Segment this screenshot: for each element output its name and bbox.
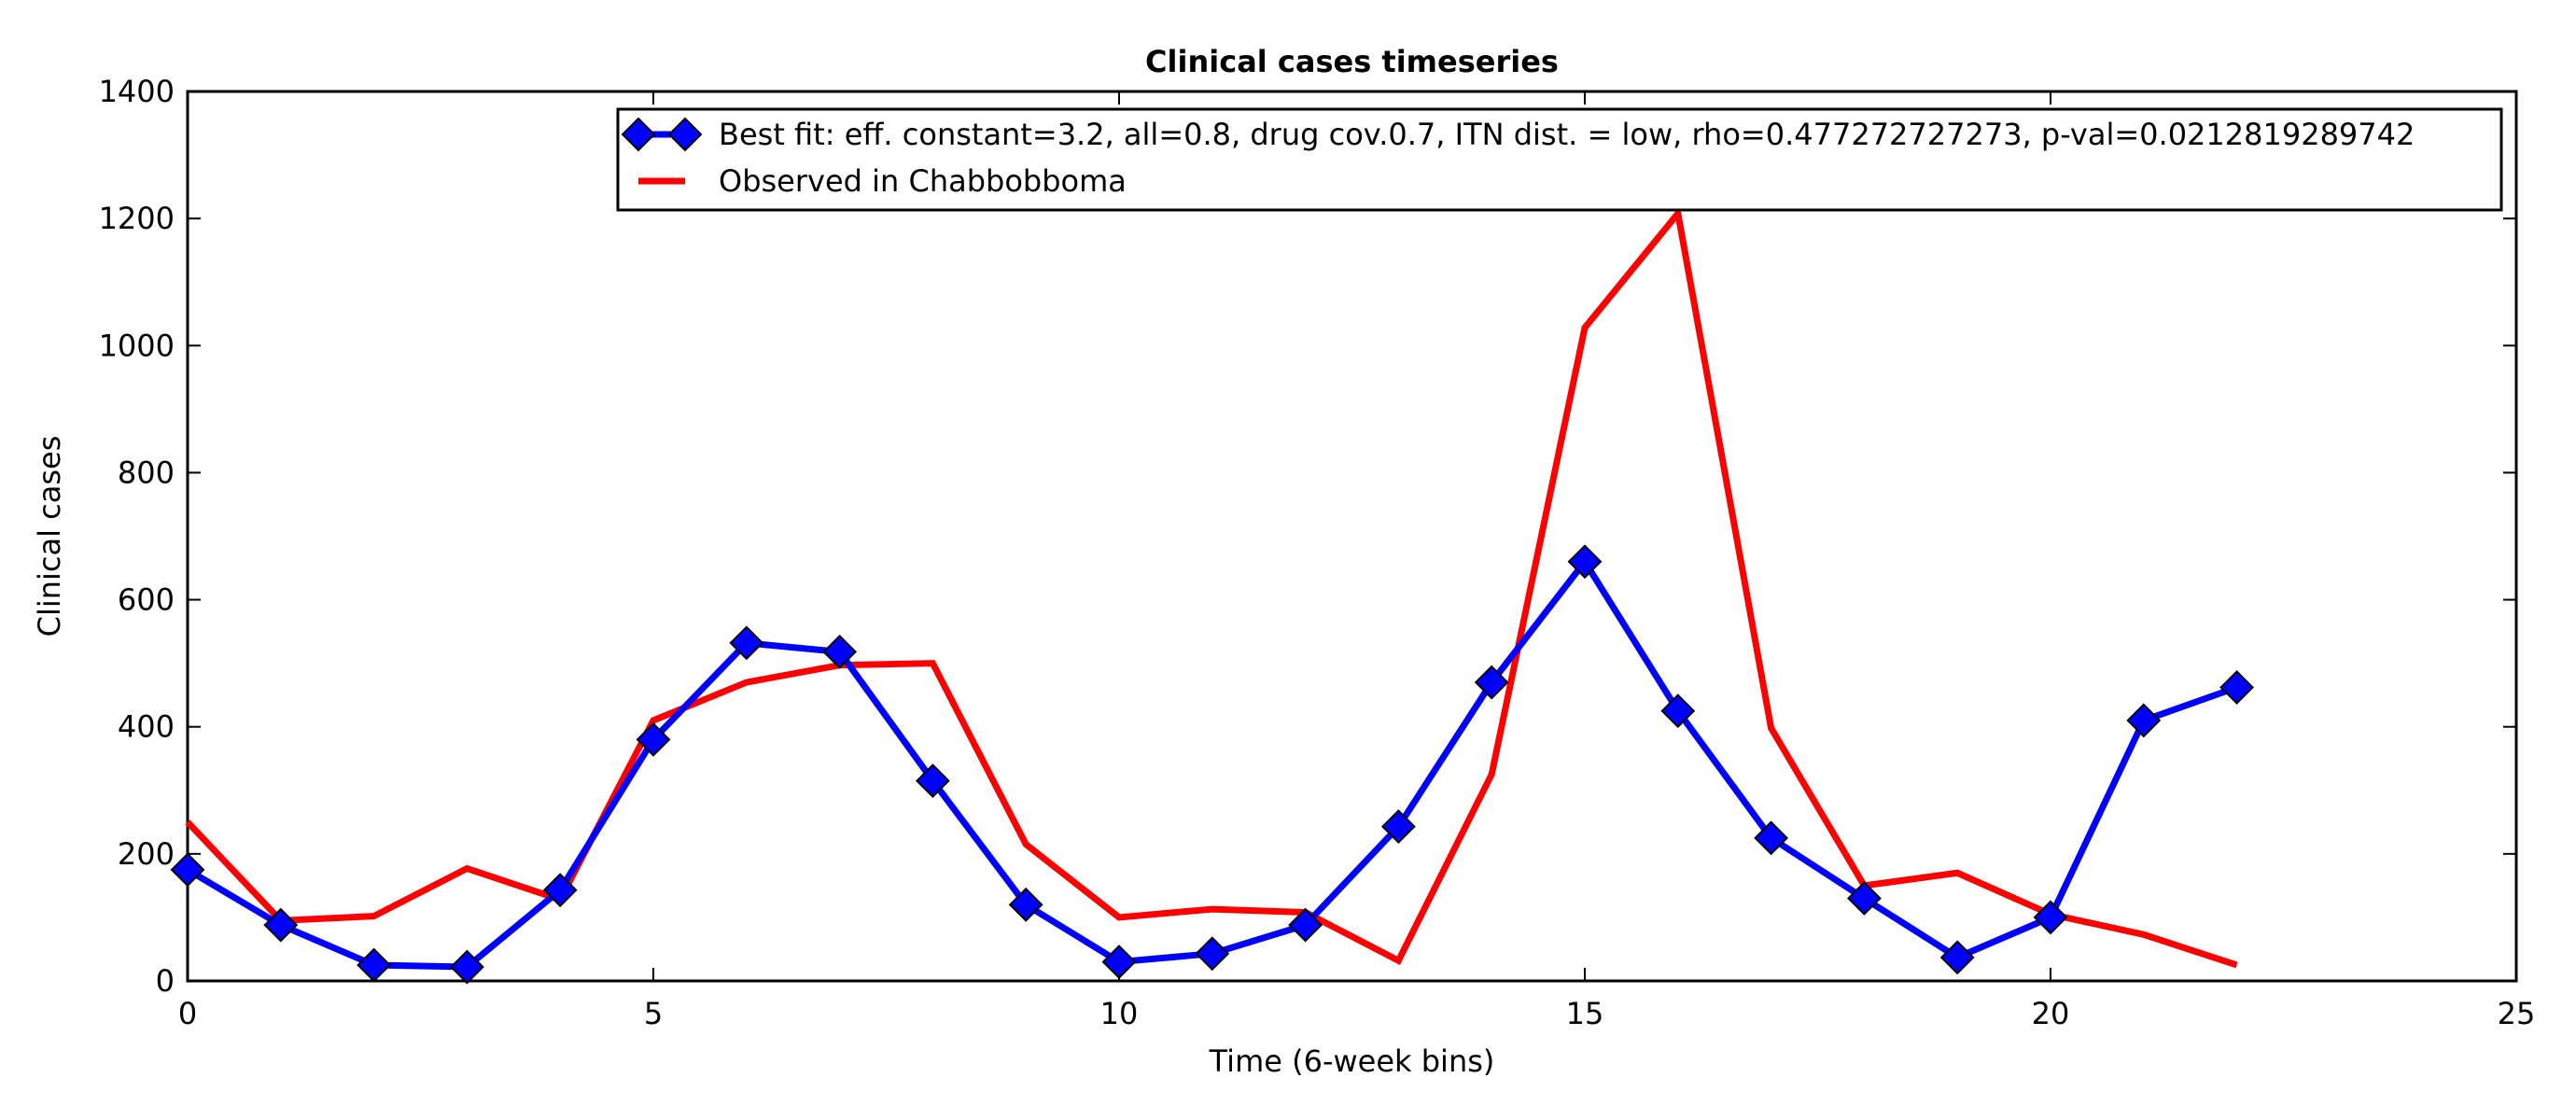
data-point-best-fit (636, 721, 671, 757)
y-tick-label: 600 (118, 582, 175, 618)
data-point-best-fit (2126, 703, 2162, 738)
y-axis-title: Clinical cases (32, 436, 67, 637)
data-point-best-fit (357, 947, 392, 983)
plot-frame (186, 90, 2518, 983)
data-point-best-fit (170, 852, 205, 888)
data-point-best-fit (1939, 940, 1975, 975)
legend-marker-best-fit (621, 117, 656, 152)
legend-label-best-fit: Best fit: eff. constant=3.2, all=0.8, dr… (719, 117, 2415, 152)
series-line-observed (185, 205, 2238, 969)
data-point-best-fit (1195, 936, 1230, 972)
data-point-best-fit (2033, 900, 2068, 935)
legend-box (616, 107, 2503, 212)
data-point-best-fit (1567, 544, 1603, 580)
data-point-best-fit (449, 949, 484, 985)
data-point-best-fit (1101, 945, 1137, 979)
chart-title: Clinical cases timeseries (1145, 44, 1559, 79)
data-point-best-fit (263, 907, 299, 943)
legend-label-observed: Observed in Chabbobboma (719, 163, 1127, 199)
x-tick-label: 20 (2032, 996, 2070, 1031)
x-tick-label: 25 (2498, 996, 2536, 1031)
legend-item-observed: Observed in Chabbobboma (638, 163, 1127, 199)
data-point-best-fit (1008, 887, 1043, 922)
y-tick-label: 1400 (99, 74, 175, 109)
x-tick-label: 0 (178, 996, 197, 1031)
x-tick-label: 15 (1566, 996, 1604, 1031)
x-tick-label: 10 (1100, 996, 1139, 1031)
data-point-best-fit (1754, 820, 1789, 856)
legend: Best fit: eff. constant=3.2, all=0.8, dr… (616, 107, 2503, 212)
data-point-best-fit (542, 873, 578, 908)
y-tick-label: 0 (156, 963, 175, 999)
data-point-best-fit (1288, 907, 1323, 943)
data-point-best-fit (729, 625, 764, 661)
data-point-best-fit (1380, 809, 1416, 845)
data-point-best-fit (822, 634, 858, 669)
y-tick-label: 1200 (99, 201, 175, 236)
data-point-best-fit (1660, 693, 1696, 729)
x-axis-title: Time (6-week bins) (1209, 1043, 1495, 1079)
legend-marker-best-fit (667, 117, 703, 152)
data-point-best-fit (1474, 665, 1509, 700)
y-tick-label: 800 (118, 455, 175, 490)
x-tick-label: 5 (644, 996, 663, 1031)
data-point-best-fit (2219, 670, 2255, 705)
y-tick-label: 400 (118, 709, 175, 745)
y-tick-label: 1000 (99, 328, 175, 363)
data-point-best-fit (915, 763, 950, 798)
y-tick-label: 200 (118, 836, 175, 872)
legend-item-best-fit: Best fit: eff. constant=3.2, all=0.8, dr… (621, 117, 2415, 152)
data-point-best-fit (1846, 881, 1882, 916)
